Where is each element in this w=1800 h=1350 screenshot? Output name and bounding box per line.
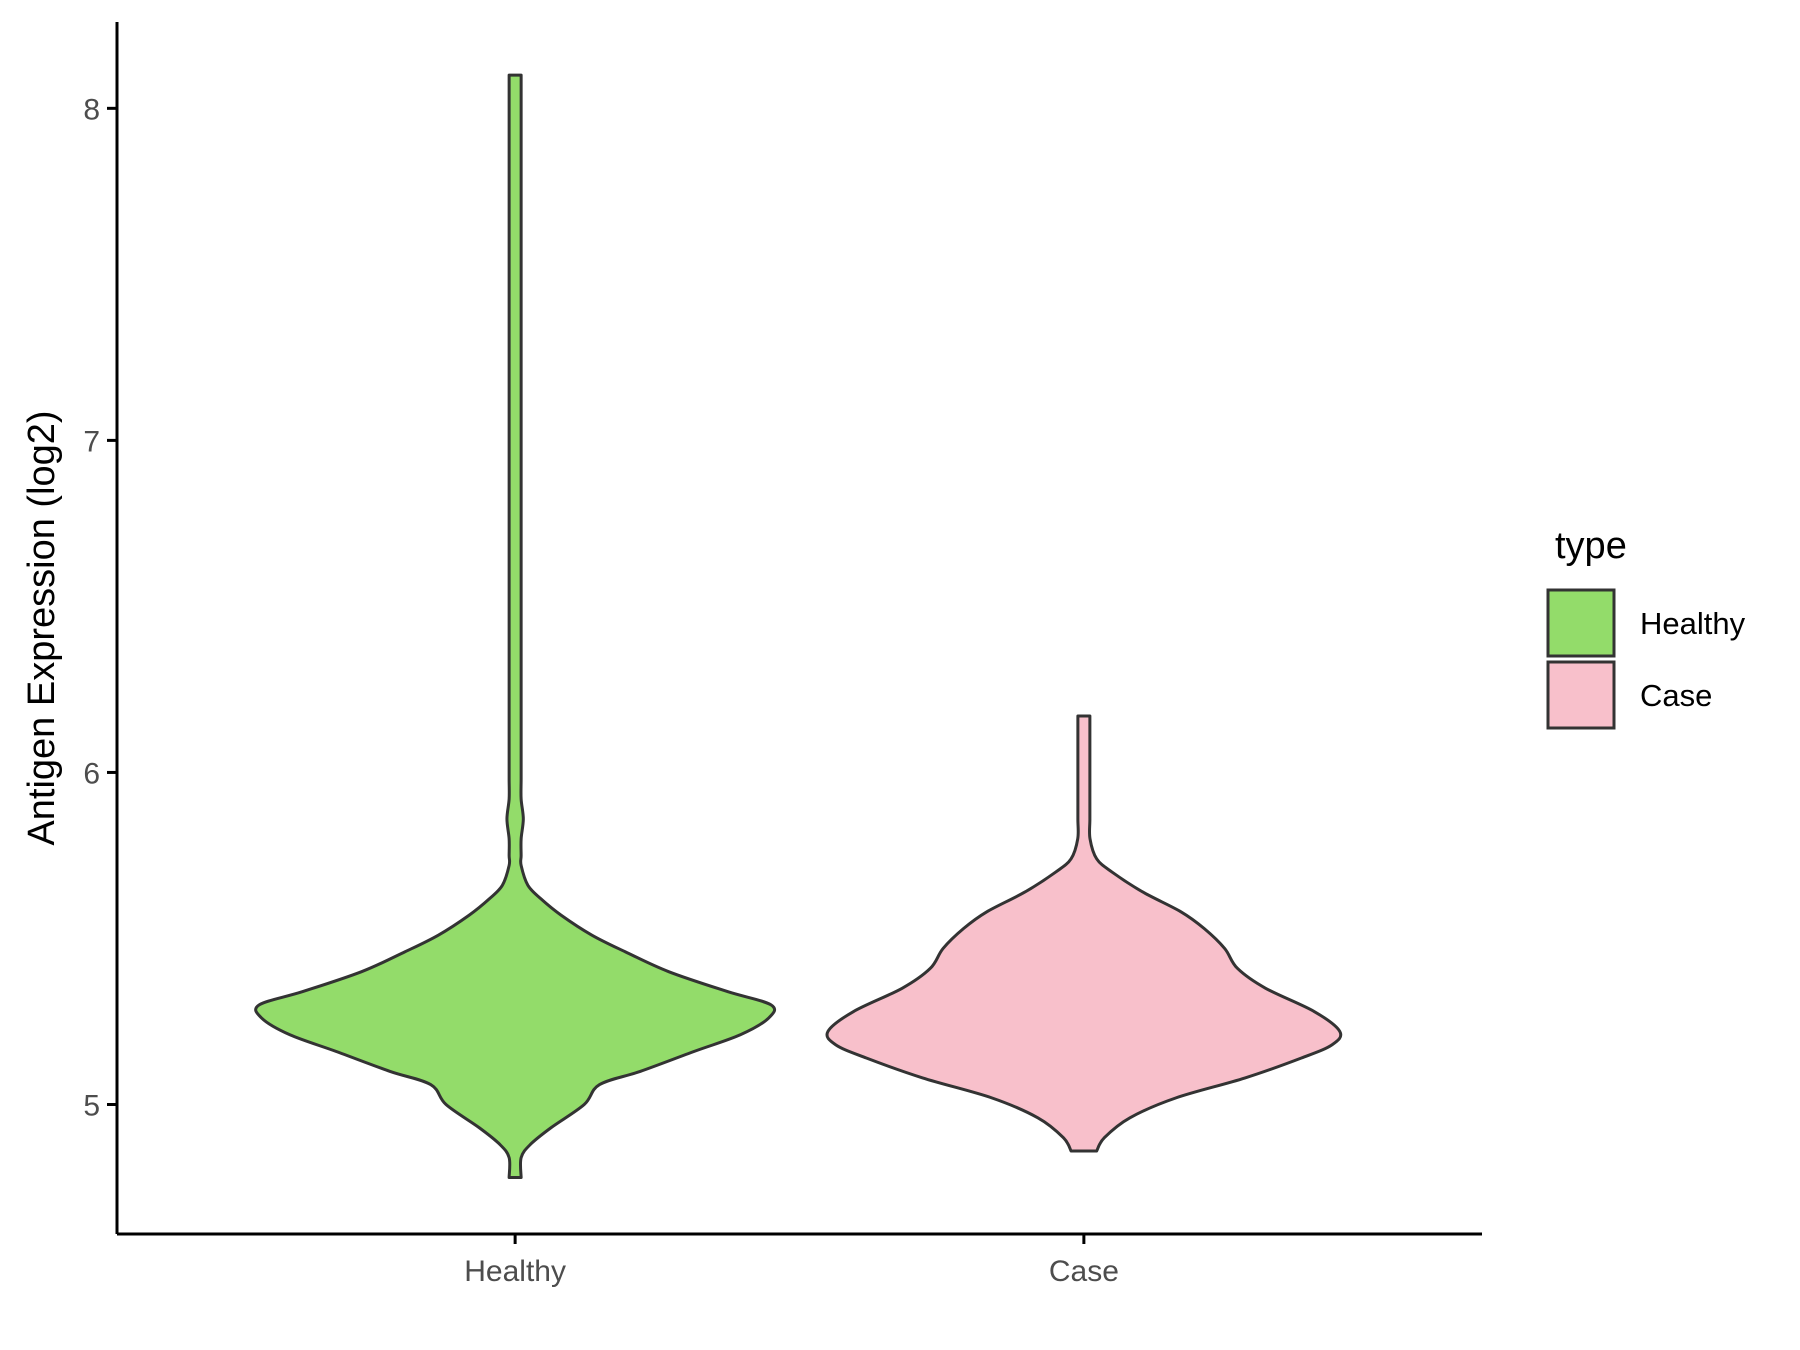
x-tick-label: Case <box>1049 1255 1119 1288</box>
x-ticks: Healthy Case <box>464 1234 1119 1288</box>
legend: type Healthy Case <box>1546 525 1746 730</box>
y-tick-label: 6 <box>83 757 100 790</box>
x-tick-label: Healthy <box>464 1255 566 1288</box>
y-tick-label: 7 <box>83 425 100 458</box>
y-tick-label: 8 <box>83 93 100 126</box>
violin-case <box>825 714 1343 1153</box>
legend-swatch-healthy <box>1546 588 1616 658</box>
y-ticks: 5 6 7 8 <box>83 93 117 1122</box>
legend-label-case: Case <box>1640 678 1712 713</box>
legend-swatch-case <box>1546 660 1616 730</box>
y-tick-label: 5 <box>83 1089 100 1122</box>
legend-title: type <box>1555 525 1627 567</box>
legend-label-healthy: Healthy <box>1640 606 1746 641</box>
violin-healthy <box>254 73 777 1180</box>
plot-area <box>254 73 1343 1180</box>
y-axis-title: Antigen Expression (log2) <box>21 410 63 845</box>
legend-entries: Healthy Case <box>1546 588 1746 730</box>
axes <box>115 22 1482 1236</box>
